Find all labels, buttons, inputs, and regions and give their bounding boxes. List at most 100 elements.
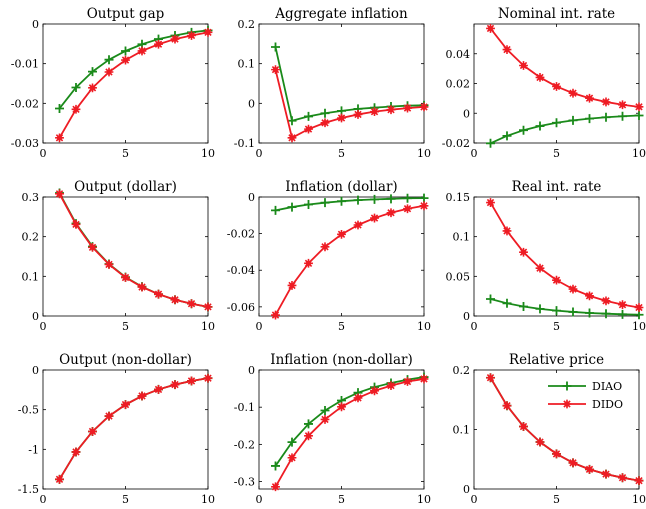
series-diao: [271, 42, 429, 126]
y-tick-label: 0: [463, 310, 470, 323]
plus-marker: [304, 111, 313, 121]
plus-marker: [271, 42, 280, 52]
star-marker: [170, 295, 180, 305]
star-marker: [634, 303, 644, 312]
star-marker: [403, 377, 412, 386]
plus-marker: [419, 193, 429, 203]
star-marker: [88, 427, 97, 436]
y-tick-label: 0.2: [22, 231, 40, 244]
star-marker: [562, 399, 572, 409]
star-marker: [419, 201, 429, 211]
star-marker: [320, 415, 330, 424]
x-tick-label: 5: [122, 320, 129, 333]
star-marker: [55, 133, 64, 143]
panel-title: Inflation (non-dollar): [270, 352, 412, 368]
series-dido: [486, 373, 644, 486]
star-marker: [618, 100, 627, 110]
y-tick-label: -0.02: [442, 137, 470, 150]
y-tick-label: 0.2: [453, 364, 471, 377]
star-marker: [519, 61, 528, 70]
star-marker: [386, 381, 396, 391]
plus-marker: [585, 308, 594, 318]
plus-marker: [585, 114, 594, 124]
y-tick-label: 0.1: [22, 270, 40, 283]
y-tick-label: 0.2: [238, 18, 256, 31]
plus-marker: [486, 294, 495, 304]
x-tick-label: 0: [256, 147, 263, 160]
star-marker: [585, 291, 594, 301]
star-marker: [187, 376, 196, 386]
plus-marker: [519, 125, 528, 135]
y-tick-label: 0: [248, 364, 255, 377]
series-line-dido: [274, 69, 425, 139]
star-marker: [71, 219, 81, 229]
plus-marker: [562, 381, 572, 391]
star-marker: [535, 73, 545, 82]
axes-box: [258, 196, 425, 317]
plus-marker: [320, 198, 330, 208]
x-tick-label: 10: [632, 320, 646, 333]
x-tick-label: 5: [338, 147, 345, 160]
star-marker: [104, 67, 114, 77]
x-tick-label: 0: [256, 493, 263, 506]
panel-title: Relative price: [509, 352, 604, 368]
series-line-dido: [274, 378, 425, 488]
y-tick-label: 0.05: [446, 270, 471, 283]
legend: DIAO DIDO: [548, 380, 623, 411]
plus-marker: [386, 194, 396, 204]
x-tick-label: 0: [471, 147, 478, 160]
star-marker: [403, 204, 412, 214]
legend-label: DIDO: [592, 398, 623, 411]
plus-marker: [271, 461, 280, 471]
plus-marker: [304, 200, 313, 210]
x-tick-label: 10: [632, 493, 646, 506]
star-marker: [568, 284, 578, 294]
star-marker: [585, 93, 594, 103]
star-marker: [519, 422, 528, 431]
series-dido: [271, 65, 429, 143]
star-marker: [502, 45, 512, 54]
y-tick-label: 0.1: [453, 424, 471, 437]
star-marker: [121, 55, 130, 65]
series-dido: [55, 189, 213, 312]
plus-marker: [618, 309, 627, 319]
star-marker: [187, 31, 196, 40]
y-tick-label: 0: [32, 18, 39, 31]
star-marker: [71, 447, 81, 457]
star-marker: [486, 373, 495, 383]
series-diao: [486, 110, 644, 148]
star-marker: [502, 226, 512, 236]
plus-marker: [337, 196, 346, 206]
series-line-diao: [275, 197, 425, 212]
series-line-dido: [58, 31, 209, 139]
star-marker: [154, 385, 163, 394]
y-tick-label: -0.1: [234, 137, 255, 150]
series-dido: [55, 27, 213, 143]
x-tick-label: 0: [256, 320, 263, 333]
y-tick-label: 0.04: [446, 48, 471, 61]
x-tick-label: 5: [338, 320, 345, 333]
star-marker: [287, 453, 297, 463]
plus-marker: [353, 195, 363, 205]
panel-title: Nominal int. rate: [498, 6, 615, 22]
y-tick-label: 0.15: [446, 191, 471, 204]
x-tick-label: 5: [122, 493, 129, 506]
series-diao: [486, 294, 644, 320]
x-tick-label: 5: [338, 493, 345, 506]
star-marker: [137, 282, 147, 292]
star-marker: [154, 289, 163, 299]
plus-marker: [71, 82, 81, 92]
x-tick-label: 10: [201, 147, 215, 160]
y-tick-label: 0: [32, 310, 39, 323]
y-tick-label: -0.5: [18, 404, 39, 417]
plus-marker: [519, 301, 528, 311]
series-dido: [55, 373, 213, 484]
plus-marker: [121, 46, 130, 56]
star-marker: [535, 263, 545, 273]
star-marker: [568, 458, 578, 468]
star-marker: [203, 302, 213, 312]
star-marker: [203, 373, 213, 383]
star-marker: [502, 401, 512, 411]
y-tick-label: 0: [463, 483, 470, 496]
star-marker: [601, 97, 611, 107]
